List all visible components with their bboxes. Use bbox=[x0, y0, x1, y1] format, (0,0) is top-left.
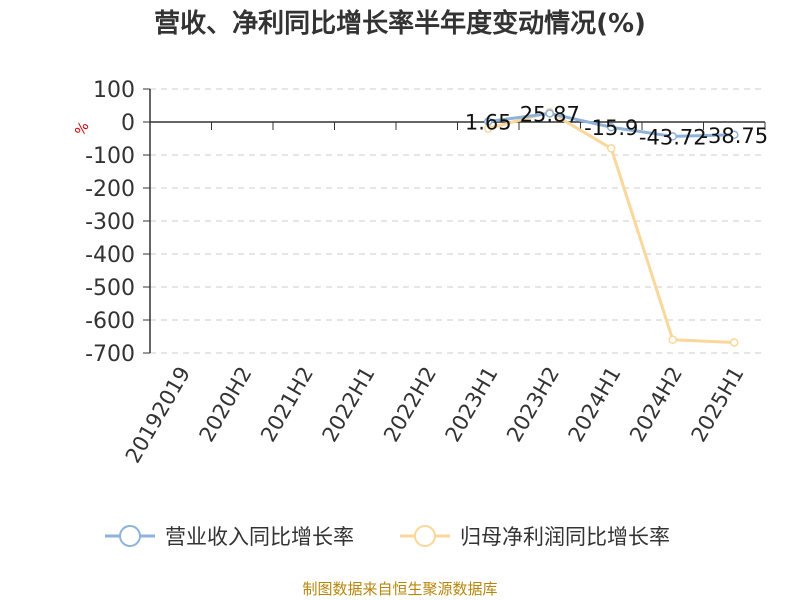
y-axis-ticks: 100 0 -100 -200 -300 -400 -500 -600 -700 bbox=[85, 78, 151, 367]
series-lines bbox=[484, 107, 739, 347]
source-note: 制图数据来自恒生聚源数据库 bbox=[302, 580, 497, 598]
data-point bbox=[607, 122, 616, 132]
data-point bbox=[730, 338, 739, 347]
data-point bbox=[545, 109, 554, 118]
y-tick-label: -600 bbox=[85, 309, 135, 334]
data-labels: 1.65 25.87-15.9 -43.72-38.75 bbox=[465, 102, 768, 149]
x-tick-label: 2020H2 bbox=[194, 363, 256, 447]
y-tick-label: -100 bbox=[85, 144, 135, 169]
x-tick-label: 2021H2 bbox=[256, 363, 318, 447]
y-tick-label: -300 bbox=[85, 210, 135, 235]
x-tick-label: 2024H2 bbox=[625, 363, 687, 447]
data-label: -43.72 bbox=[639, 125, 707, 149]
y-tick-label: 100 bbox=[93, 78, 135, 103]
x-tick-label: 2024H1 bbox=[563, 363, 625, 447]
legend-marker bbox=[414, 525, 436, 547]
x-tick-label: 2025H1 bbox=[686, 363, 748, 447]
data-label: -15.9 bbox=[584, 116, 638, 140]
x-tick-label: 2023H2 bbox=[502, 363, 564, 447]
x-axis: 20192019 2020H2 2021H2 2022H1 2022H2 2023H1 20… bbox=[121, 121, 766, 468]
data-point bbox=[484, 117, 493, 126]
legend-marker bbox=[119, 525, 141, 547]
x-tick-label: 2022H2 bbox=[379, 363, 441, 447]
data-point bbox=[607, 144, 616, 153]
chart-title: 营收、净利同比增长率半年度变动情况(%) bbox=[154, 8, 646, 39]
legend-label: 营业收入同比增长率 bbox=[165, 525, 354, 549]
legend: 营业收入同比增长率 归母净利润同比增长率 bbox=[105, 525, 670, 549]
grid-lines bbox=[150, 88, 765, 354]
data-point bbox=[668, 132, 677, 141]
y-tick-label: -400 bbox=[85, 243, 135, 268]
y-tick-label: -200 bbox=[85, 177, 135, 202]
x-tick-label: 2023H1 bbox=[440, 363, 502, 447]
data-label: 25.87 bbox=[520, 102, 580, 126]
y-tick-label: 0 bbox=[121, 111, 135, 136]
y-axis-unit: % bbox=[72, 119, 93, 139]
data-label: -38.75 bbox=[700, 124, 768, 148]
x-tick-label: 20192019 bbox=[121, 363, 195, 468]
x-tick-label: 2022H1 bbox=[317, 363, 379, 447]
data-label: 1.65 bbox=[465, 110, 512, 134]
y-tick-label: -500 bbox=[85, 276, 135, 301]
data-point bbox=[668, 335, 677, 345]
y-tick-label: -700 bbox=[85, 342, 135, 367]
data-point bbox=[730, 130, 739, 140]
legend-label: 归母净利润同比增长率 bbox=[460, 525, 670, 549]
